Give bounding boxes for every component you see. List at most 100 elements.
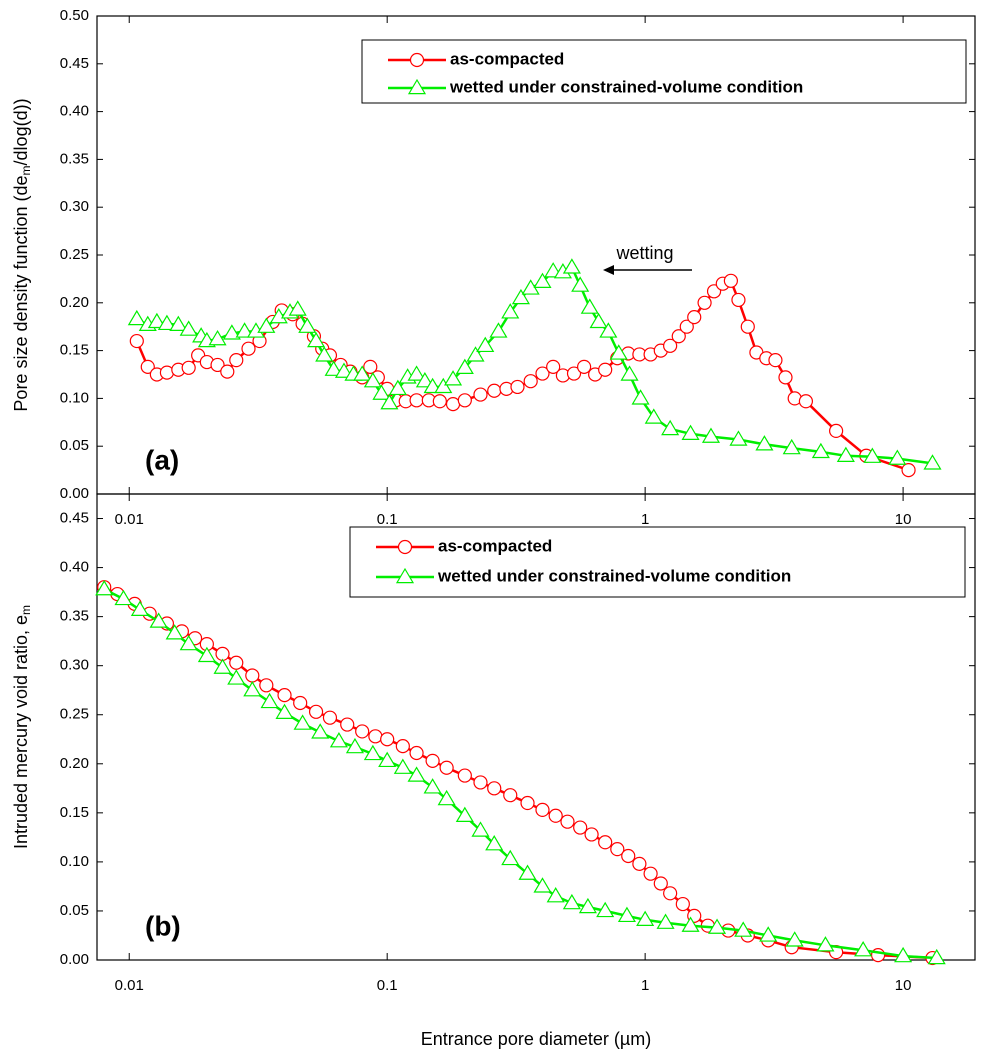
data-point [755,435,774,451]
data-point [213,658,232,674]
data-point [415,372,434,388]
data-point [476,336,495,353]
data-point [409,393,424,408]
data-point [501,849,520,866]
data-point [395,739,410,754]
data-point [566,366,582,381]
x-tick-label: 0.1 [377,977,398,994]
data-point [589,312,608,329]
data-point [661,419,680,436]
annotation-arrowhead [603,265,614,275]
data-point [546,359,561,374]
data-point [372,384,391,400]
data-point [577,359,592,374]
data-point [229,353,244,368]
data-point [731,292,746,308]
data-point [308,704,324,719]
data-point [617,906,636,923]
data-point [473,387,488,402]
data-point [489,322,508,338]
x-tick-label: 0.01 [115,511,144,528]
data-point [723,273,738,288]
data-point [671,329,686,344]
data-point [127,309,146,326]
data-point [425,753,440,768]
x-tick-label: 10 [895,977,912,994]
data-point [620,365,639,381]
data-point [681,916,700,932]
y-axis-title-part: Pore size density function (de [11,175,31,411]
data-point [259,678,274,693]
data-point [681,424,700,440]
y-tick-label: 0.35 [60,608,89,625]
data-point [836,446,855,462]
data-point [598,835,613,850]
data-point [129,333,144,349]
data-point [580,298,599,314]
data-point [409,745,424,761]
panel-label: (b) [145,910,181,941]
data-point [324,360,343,376]
data-point [455,806,474,822]
data-point [854,941,873,957]
data-point [503,788,518,803]
x-tick-label: 0.01 [115,977,144,994]
data-point [816,936,835,952]
y-tick-label: 0.00 [60,485,89,502]
data-point [632,856,647,871]
data-point [901,463,916,478]
data-point [245,668,260,683]
y-tick-label: 0.15 [60,804,89,821]
data-point [740,319,755,334]
data-point [701,427,721,443]
data-point [257,317,276,333]
data-point [355,724,370,739]
data-point [227,669,246,685]
x-tick-label: 10 [895,511,912,528]
data-point [533,877,552,893]
data-point [631,389,650,405]
data-point [443,370,463,386]
y-tick-label: 0.20 [60,755,89,772]
data-point [241,341,256,356]
data-point [599,322,618,338]
data-point [573,820,588,835]
data-point [610,842,625,857]
data-point [329,732,348,748]
y-axis-title-part: m [19,165,33,175]
data-point [380,732,395,747]
data-point [562,893,581,910]
data-point [315,346,334,362]
data-point [643,866,658,881]
data-point [179,320,198,336]
data-point [471,821,490,837]
data-point [644,408,663,424]
data-point [501,303,520,319]
y-tick-label: 0.00 [60,951,89,968]
series-line [103,586,933,960]
data-point [923,454,942,470]
legend-label: wetted under constrained-volume conditio… [449,77,803,96]
data-point [334,362,354,378]
x-tick-label: 1 [641,511,649,528]
y-axis-title-part: /dlog(d)) [11,98,31,165]
data-point [811,442,830,459]
data-point [927,948,946,965]
data-point [157,314,176,331]
data-point [535,366,550,381]
y-tick-label: 0.10 [60,853,89,870]
data-point [445,397,461,412]
data-point [165,624,184,640]
data-point [829,423,844,439]
data-point [380,393,399,410]
y-tick-label: 0.25 [60,246,89,263]
legend-label: as-compacted [438,536,552,555]
y-axis-title-part: m [19,605,33,615]
data-point [609,344,628,360]
data-point [663,338,678,353]
data-point [523,374,538,389]
data-point [179,634,198,651]
data-point [782,438,801,455]
y-tick-label: 0.35 [60,150,89,167]
legend-marker [397,539,413,555]
